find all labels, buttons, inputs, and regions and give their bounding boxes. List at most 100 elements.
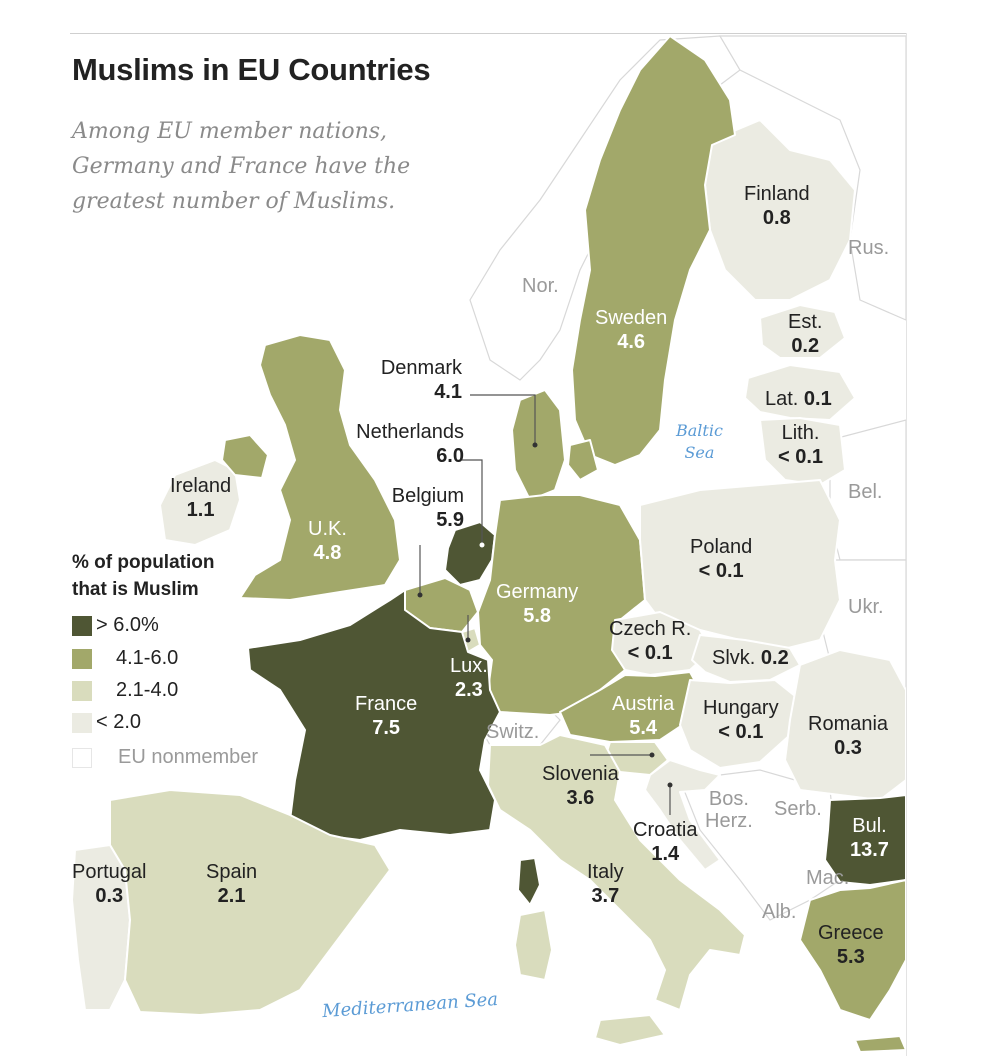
bosnia-line1: Bos.: [708, 788, 749, 810]
slovakia-name: Slvk.: [712, 647, 756, 669]
france-value: 7.5: [372, 717, 401, 739]
sweden-shape: [571, 35, 736, 466]
hungary-shape: [679, 679, 801, 769]
label-latvia: Lat. 0.1: [765, 387, 832, 411]
sweden-value: 4.6: [617, 331, 646, 353]
croatia-value: 1.4: [651, 843, 680, 865]
baltic-line1: Baltic: [676, 421, 723, 440]
legend-label-under2: < 2.0: [96, 711, 142, 733]
label-austria: Austria 5.4: [612, 692, 674, 740]
label-norway: Nor.: [522, 275, 559, 297]
baltic-line2: Sea: [684, 443, 715, 462]
belgium-value: 5.9: [436, 509, 464, 531]
romania-name: Romania: [808, 713, 889, 735]
slovakia-value: 0.2: [760, 647, 789, 669]
portugal-name: Portugal: [72, 861, 147, 883]
label-croatia: Croatia 1.4: [633, 818, 697, 866]
label-romania: Romania 0.3: [808, 712, 888, 760]
eu-countries: [71, 35, 907, 1053]
estonia-name: Est.: [788, 311, 823, 333]
label-ukraine: Ukr.: [848, 596, 884, 618]
label-lithuania: Lith. < 0.1: [778, 421, 823, 469]
label-sweden: Sweden 4.6: [595, 306, 667, 354]
uk-value: 4.8: [313, 542, 342, 564]
belgium-dot: [417, 592, 423, 598]
legend-swatch-over6: [72, 616, 92, 636]
label-serbia: Serb.: [774, 798, 822, 820]
chart-subtitle: Among EU member nations, Germany and Fra…: [72, 119, 411, 214]
leader-dots: [417, 442, 673, 788]
france-shape: [247, 589, 541, 906]
label-greece: Greece 5.3: [818, 921, 884, 969]
poland-name: Poland: [690, 536, 753, 558]
denmark-leader: [470, 394, 536, 445]
label-ireland: Ireland 1.1: [170, 474, 231, 522]
label-czech: Czech R. < 0.1: [609, 617, 691, 665]
finland-value: 0.8: [762, 207, 791, 229]
label-portugal: Portugal 0.3: [72, 860, 147, 908]
poland-shape: [639, 479, 841, 651]
luxembourg-value: 2.3: [455, 679, 483, 701]
label-macedonia: Mac.: [806, 867, 850, 889]
legend-swatch-2to4: [72, 681, 92, 701]
label-hungary: Hungary < 0.1: [703, 696, 779, 744]
sweden-name: Sweden: [595, 307, 668, 329]
label-russia: Rus.: [848, 237, 890, 259]
label-bulgaria: Bul. 13.7: [850, 814, 889, 862]
bulgaria-value: 13.7: [850, 839, 889, 861]
austria-value: 5.4: [629, 717, 658, 739]
slovenia-value: 3.6: [566, 787, 595, 809]
slovenia-dot: [649, 752, 655, 758]
germany-value: 5.8: [523, 605, 552, 627]
romania-value: 0.3: [834, 737, 862, 759]
legend-label-2to4: 2.1-4.0: [116, 679, 179, 701]
latvia-shape: [744, 364, 856, 421]
label-belarus: Bel.: [848, 481, 883, 503]
poland-value: < 0.1: [698, 560, 744, 582]
legend-label-over6: > 6.0%: [96, 614, 159, 636]
label-poland: Poland < 0.1: [690, 535, 752, 583]
legend-label-nonmember: EU nonmember: [118, 746, 259, 768]
label-france: France 7.5: [355, 692, 417, 740]
france-name: France: [355, 693, 418, 715]
greece-name: Greece: [818, 922, 884, 944]
latvia-value: 0.1: [803, 388, 832, 410]
netherlands-leader: [462, 459, 483, 545]
leader-lines: [419, 394, 671, 815]
label-bosnia: Bos. Herz.: [705, 788, 753, 832]
italy-name: Italy: [587, 861, 624, 883]
slovenia-name: Slovenia: [542, 763, 619, 785]
label-slovenia: Slovenia 3.6: [542, 762, 619, 810]
legend-title-line1: % of population: [72, 552, 215, 573]
legend-swatch-under2: [72, 713, 92, 733]
czech-shape: [611, 611, 713, 676]
denmark-dot: [532, 442, 538, 448]
estonia-shape: [759, 304, 846, 359]
denmark-shape: [511, 389, 599, 501]
czech-value: < 0.1: [627, 642, 673, 664]
lithuania-name: Lith.: [781, 422, 820, 444]
label-finland: Finland 0.8: [744, 182, 810, 230]
label-spain: Spain 2.1: [206, 860, 257, 908]
italy-shape: [487, 734, 746, 1046]
croatia-dot: [667, 782, 673, 788]
netherlands-name: Netherlands: [356, 421, 464, 443]
legend: % of population that is Muslim > 6.0% 4.…: [72, 549, 258, 768]
lux-dot: [465, 637, 471, 643]
spain-name: Spain: [206, 861, 258, 883]
legend-label-4to6: 4.1-6.0: [116, 647, 179, 669]
netherlands-value: 6.0: [436, 445, 464, 467]
italy-value: 3.7: [591, 885, 620, 907]
label-uk: U.K. 4.8: [308, 517, 347, 565]
estonia-value: 0.2: [791, 335, 820, 357]
czech-name: Czech R.: [609, 618, 692, 640]
luxembourg-name: Lux.: [450, 655, 488, 677]
top-rule: [70, 33, 906, 34]
latvia-name: Lat.: [765, 388, 799, 410]
uk-name: U.K.: [308, 518, 347, 540]
belgium-name: Belgium: [391, 485, 464, 507]
spain-shape: [109, 789, 391, 1016]
label-italy: Italy 3.7: [587, 860, 624, 908]
